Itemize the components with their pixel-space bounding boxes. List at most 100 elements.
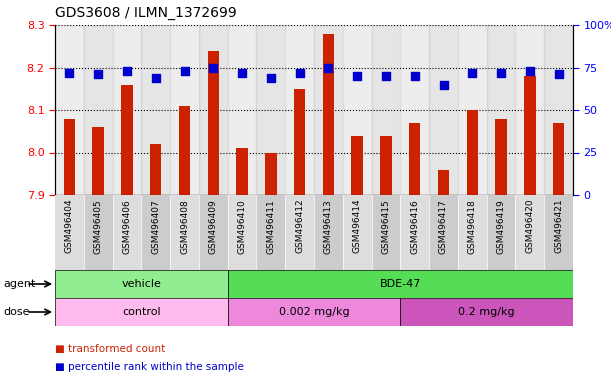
Bar	[55, 270, 228, 298]
Point	[208, 65, 218, 71]
Bar	[343, 25, 371, 195]
Text: GSM496416: GSM496416	[410, 199, 419, 253]
Bar	[84, 195, 112, 270]
Text: GDS3608 / ILMN_1372699: GDS3608 / ILMN_1372699	[55, 6, 236, 20]
Bar	[228, 25, 257, 195]
Bar	[487, 25, 516, 195]
Bar	[257, 25, 285, 195]
Point	[151, 74, 161, 81]
Bar	[323, 33, 334, 195]
Bar	[55, 195, 84, 270]
Point	[65, 70, 75, 76]
Bar	[400, 195, 429, 270]
Bar	[409, 123, 420, 195]
Bar	[285, 195, 314, 270]
Text: 0.002 mg/kg: 0.002 mg/kg	[279, 307, 349, 317]
Point	[467, 70, 477, 76]
Bar	[121, 84, 133, 195]
Bar	[228, 270, 573, 298]
Bar	[458, 195, 487, 270]
Point	[525, 68, 535, 74]
Text: vehicle: vehicle	[122, 279, 161, 289]
Bar	[112, 25, 141, 195]
Bar	[516, 195, 544, 270]
Point	[237, 70, 247, 76]
Bar	[544, 195, 573, 270]
Bar	[64, 119, 75, 195]
Bar	[294, 89, 306, 195]
Bar	[92, 127, 104, 195]
Text: dose: dose	[3, 307, 29, 317]
Text: control: control	[122, 307, 161, 317]
Bar	[199, 25, 228, 195]
Point	[496, 70, 506, 76]
Bar	[170, 25, 199, 195]
Bar	[112, 195, 141, 270]
Point	[295, 70, 304, 76]
Text: GSM496414: GSM496414	[353, 199, 362, 253]
Bar	[544, 25, 573, 195]
Bar	[458, 25, 487, 195]
Bar	[141, 195, 170, 270]
Bar	[371, 25, 400, 195]
Text: GSM496419: GSM496419	[497, 199, 505, 253]
Text: agent: agent	[3, 279, 35, 289]
Point	[410, 73, 420, 79]
Bar	[55, 25, 84, 195]
Point	[554, 71, 563, 77]
Bar	[84, 25, 112, 195]
Bar	[351, 136, 363, 195]
Point	[180, 68, 189, 74]
Bar	[524, 76, 536, 195]
Text: GSM496417: GSM496417	[439, 199, 448, 253]
Point	[439, 81, 448, 88]
Text: ■ percentile rank within the sample: ■ percentile rank within the sample	[55, 362, 244, 372]
Bar	[150, 144, 161, 195]
Text: ■ transformed count: ■ transformed count	[55, 344, 165, 354]
Bar	[429, 195, 458, 270]
Text: GSM496412: GSM496412	[295, 199, 304, 253]
Bar	[55, 298, 228, 326]
Bar	[265, 152, 277, 195]
Bar	[236, 148, 248, 195]
Bar	[400, 298, 573, 326]
Point	[353, 73, 362, 79]
Text: GSM496406: GSM496406	[122, 199, 131, 253]
Point	[93, 71, 103, 77]
Bar	[257, 195, 285, 270]
Bar	[496, 119, 507, 195]
Text: GSM496418: GSM496418	[468, 199, 477, 253]
Text: 0.2 mg/kg: 0.2 mg/kg	[458, 307, 515, 317]
Bar	[199, 195, 228, 270]
Bar	[343, 195, 371, 270]
Bar	[208, 51, 219, 195]
Text: GSM496404: GSM496404	[65, 199, 74, 253]
Bar	[179, 106, 190, 195]
Bar	[371, 195, 400, 270]
Bar	[285, 25, 314, 195]
Bar	[467, 110, 478, 195]
Text: GSM496421: GSM496421	[554, 199, 563, 253]
Text: GSM496407: GSM496407	[151, 199, 160, 253]
Text: GSM496411: GSM496411	[266, 199, 276, 253]
Point	[266, 74, 276, 81]
Text: GSM496410: GSM496410	[238, 199, 247, 253]
Bar	[228, 195, 257, 270]
Text: GSM496405: GSM496405	[93, 199, 103, 253]
Text: GSM496409: GSM496409	[209, 199, 218, 253]
Point	[323, 65, 333, 71]
Bar	[380, 136, 392, 195]
Bar	[228, 298, 400, 326]
Point	[381, 73, 391, 79]
Text: GSM496420: GSM496420	[525, 199, 535, 253]
Bar	[516, 25, 544, 195]
Text: GSM496415: GSM496415	[381, 199, 390, 253]
Bar	[400, 25, 429, 195]
Bar	[429, 25, 458, 195]
Bar	[141, 25, 170, 195]
Bar	[314, 195, 343, 270]
Bar	[314, 25, 343, 195]
Text: GSM496413: GSM496413	[324, 199, 333, 253]
Bar	[487, 195, 516, 270]
Text: GSM496408: GSM496408	[180, 199, 189, 253]
